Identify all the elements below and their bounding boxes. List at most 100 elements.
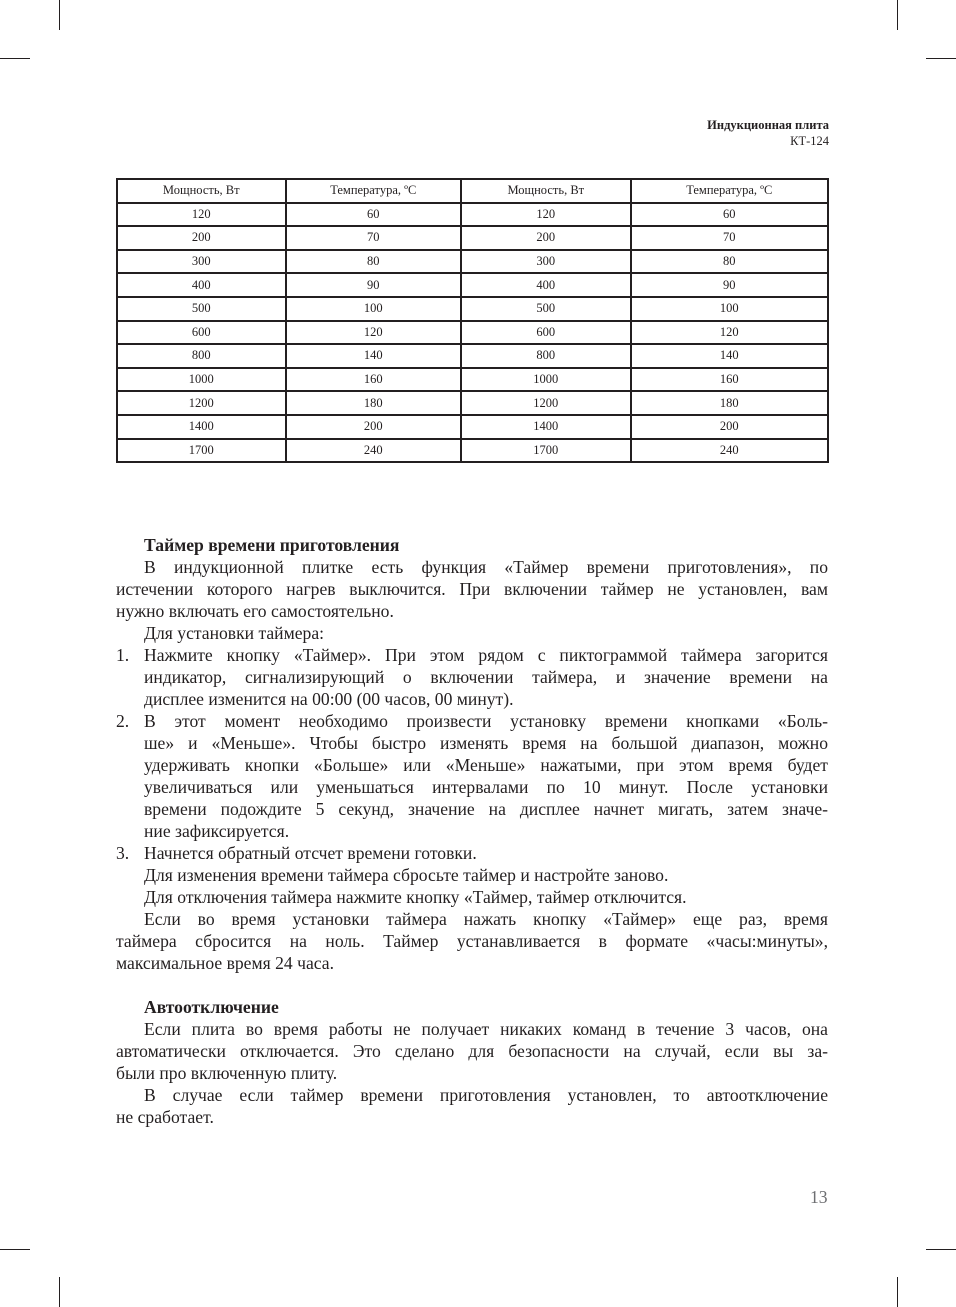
paragraph-line: В случае если таймер времени приготовлен…: [144, 1085, 828, 1105]
paragraph-line: Если плита во время работы не получает н…: [144, 1019, 828, 1039]
crop-mark: [926, 1249, 956, 1250]
paragraph-line: таймера сбросится на ноль. Таймер устана…: [116, 931, 828, 951]
column-header: Температура, ºС: [284, 178, 463, 204]
table-cell: 140: [629, 343, 830, 369]
table-cell: 1000: [116, 366, 287, 393]
table-cell: 1000: [460, 366, 632, 393]
table-row: 1400 200 1400 200: [116, 413, 830, 440]
table-row: 200 70 200 70: [116, 225, 830, 251]
crop-mark: [926, 58, 956, 59]
list-item-line: ние зафиксируется.: [144, 821, 290, 841]
list-item-line: дисплее изменится на 00:00 (00 часов, 00…: [144, 689, 514, 709]
table-cell: 240: [629, 437, 830, 464]
paragraph-line: истечении которого нагрев выключится. Пр…: [116, 579, 828, 599]
power-temperature-table: Мощность, Вт Температура, ºС Мощность, В…: [116, 178, 830, 464]
table-header-row: Мощность, Вт Температура, ºС Мощность, В…: [116, 178, 830, 204]
table-row: 600 120 600 120: [116, 319, 830, 346]
crop-mark: [0, 58, 30, 59]
table-row: 1200 180 1200 180: [116, 390, 830, 416]
column-header: Мощность, Вт: [460, 178, 632, 204]
paragraph-line: Для установки таймера:: [144, 623, 325, 643]
header-model: КТ-124: [790, 134, 829, 148]
table-cell: 60: [284, 201, 463, 228]
list-item-line: увеличиваться или уменьшаться интервалам…: [144, 777, 828, 797]
list-item-line: ше» и «Меньше». Чтобы быстро изменять вр…: [144, 733, 828, 753]
table-cell: 100: [629, 295, 830, 322]
paragraph-line: Для изменения времени таймера сбросьте т…: [144, 865, 669, 885]
table-cell: 200: [629, 413, 830, 440]
table-row: 300 80 300 80: [116, 248, 830, 275]
table-cell: 200: [116, 225, 287, 251]
list-number: 1.: [116, 645, 130, 665]
table-cell: 120: [116, 201, 287, 228]
table-cell: 90: [284, 272, 463, 298]
crop-mark: [59, 0, 60, 30]
list-number: 2.: [116, 711, 130, 731]
table-row: 800 140 800 140: [116, 343, 830, 369]
table-cell: 300: [116, 248, 287, 275]
table-cell: 70: [284, 225, 463, 251]
paragraph-line: не сработает.: [116, 1107, 214, 1127]
table-cell: 400: [460, 272, 632, 298]
table-cell: 180: [629, 390, 830, 416]
list-number: 3.: [116, 843, 130, 863]
table-cell: 100: [284, 295, 463, 322]
list-item-line: В этот момент необходимо произвести уста…: [144, 711, 828, 731]
table-cell: 500: [116, 295, 287, 322]
table-cell: 600: [460, 319, 632, 346]
table-cell: 1400: [460, 413, 632, 440]
section-heading: Таймер времени приготовления: [144, 535, 400, 555]
header-title: Индукционная плита: [707, 118, 829, 132]
list-item-line: Начнется обратный отсчет времени готовки…: [144, 843, 477, 863]
table-cell: 60: [629, 201, 830, 228]
table-cell: 800: [460, 343, 632, 369]
table-cell: 1400: [116, 413, 287, 440]
list-item-line: времени подождите 5 секунд, значение на …: [144, 799, 828, 819]
table-cell: 120: [460, 201, 632, 228]
table-cell: 200: [460, 225, 632, 251]
paragraph-line: Если во время установки таймера нажать к…: [144, 909, 828, 929]
table-cell: 80: [629, 248, 830, 275]
table-row: 120 60 120 60: [116, 201, 830, 228]
column-header: Температура, ºС: [629, 178, 830, 204]
table-cell: 800: [116, 343, 287, 369]
paragraph-line: максимальное время 24 часа.: [116, 953, 334, 973]
page-number: 13: [810, 1187, 828, 1207]
table-cell: 140: [284, 343, 463, 369]
table-cell: 80: [284, 248, 463, 275]
table-cell: 1700: [116, 437, 287, 464]
table-row: 1000 160 1000 160: [116, 366, 830, 393]
table-cell: 300: [460, 248, 632, 275]
table-cell: 120: [629, 319, 830, 346]
paragraph-line: Для отключения таймера нажмите кнопку «Т…: [144, 887, 687, 907]
column-header: Мощность, Вт: [116, 178, 287, 204]
crop-mark: [59, 1277, 60, 1307]
table-cell: 200: [284, 413, 463, 440]
table-cell: 1700: [460, 437, 632, 464]
table-cell: 120: [284, 319, 463, 346]
table-cell: 90: [629, 272, 830, 298]
crop-mark: [897, 1277, 898, 1307]
paragraph-line: автоматически отключается. Это сделано д…: [116, 1041, 828, 1061]
table-cell: 180: [284, 390, 463, 416]
table-cell: 500: [460, 295, 632, 322]
paragraph-line: были про включенную плиту.: [116, 1063, 338, 1083]
list-item-line: удерживать кнопки «Больше» или «Меньше» …: [144, 755, 828, 775]
table-cell: 160: [284, 366, 463, 393]
paragraph-line: В индукционной плитке есть функция «Тайм…: [144, 557, 828, 577]
paragraph-line: нужно включать его самостоятельно.: [116, 601, 394, 621]
table-cell: 1200: [116, 390, 287, 416]
table-cell: 240: [284, 437, 463, 464]
section-heading: Автоотключение: [144, 997, 279, 1017]
list-item-line: Нажмите кнопку «Таймер». При этом рядом …: [144, 645, 828, 665]
table-row: 400 90 400 90: [116, 272, 830, 298]
crop-mark: [0, 1249, 30, 1250]
table-cell: 70: [629, 225, 830, 251]
running-header: Индукционная плита КТ-124: [707, 117, 829, 149]
table-cell: 400: [116, 272, 287, 298]
table-row: 1700 240 1700 240: [116, 437, 830, 464]
crop-mark: [897, 0, 898, 30]
table-cell: 600: [116, 319, 287, 346]
table-row: 500 100 500 100: [116, 295, 830, 322]
table-cell: 1200: [460, 390, 632, 416]
